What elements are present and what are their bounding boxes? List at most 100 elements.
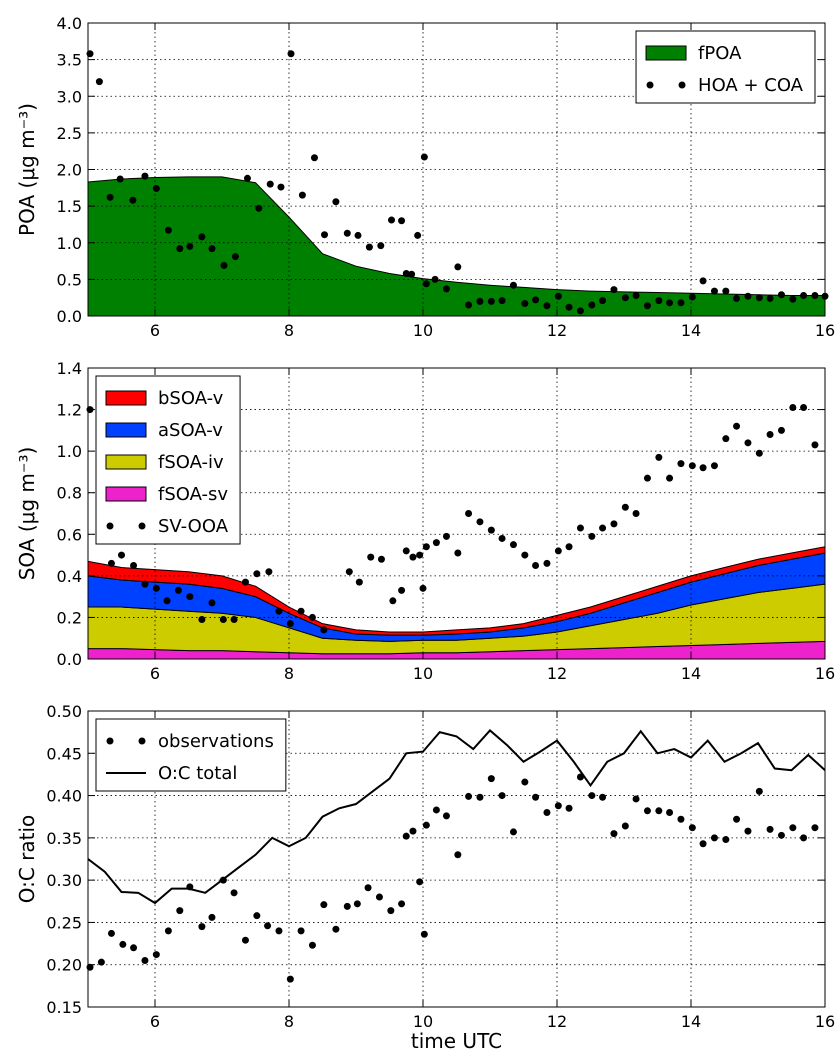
scatter-point — [431, 275, 439, 283]
scatter-point — [621, 294, 629, 302]
scatter-point — [565, 804, 573, 812]
legend-label: SV-OOA — [158, 516, 229, 537]
scatter-point — [722, 287, 730, 295]
scatter-point — [442, 285, 450, 293]
scatter-point — [632, 510, 640, 517]
scatter-point — [152, 584, 160, 592]
legend-marker — [106, 737, 114, 745]
x-tick-label: 12 — [547, 1012, 567, 1031]
scatter-point — [152, 185, 160, 193]
scatter-point — [722, 836, 730, 844]
legend-box — [635, 30, 816, 104]
scatter-point — [355, 578, 363, 586]
scatter-point — [476, 518, 484, 526]
scatter-point — [643, 302, 651, 310]
scatter-point — [264, 922, 272, 930]
scatter-point — [107, 559, 115, 567]
scatter-point — [532, 793, 540, 801]
scatter-point — [409, 827, 417, 835]
legend-label: fPOA — [698, 43, 742, 64]
scatter-point — [377, 242, 385, 250]
scatter-point — [688, 824, 696, 832]
scatter-point — [354, 231, 362, 239]
x-axis-label: time UTC — [411, 1029, 502, 1053]
y-tick-label: 0.6 — [57, 525, 82, 544]
scatter-point — [298, 191, 306, 199]
scatter-point — [198, 923, 206, 931]
scatter-point — [198, 616, 206, 624]
y-tick-label: 0.15 — [46, 998, 82, 1017]
scatter-point — [811, 824, 819, 832]
legend-label: aSOA-v — [158, 420, 223, 441]
scatter-point — [419, 584, 427, 592]
scatter-point — [643, 807, 651, 815]
scatter-point — [163, 597, 171, 605]
scatter-point — [454, 851, 462, 859]
scatter-point — [532, 561, 540, 569]
legend-label: O:C total — [158, 763, 237, 784]
scatter-point — [208, 913, 216, 921]
y-tick-label: 1.0 — [57, 442, 82, 461]
scatter-point — [231, 253, 239, 261]
scatter-point — [297, 607, 305, 615]
scatter-point — [476, 297, 484, 305]
legend-marker — [105, 390, 147, 406]
legend: bSOA-v aSOA-v fSOA-iv fSOA-sv SV-OOA — [95, 375, 241, 545]
y-tick-label: 0.8 — [57, 484, 82, 503]
x-tick-label: 14 — [681, 664, 701, 683]
scatter-point — [777, 426, 785, 434]
scatter-point — [408, 270, 416, 278]
x-tick-label: 10 — [413, 1012, 433, 1031]
legend: observations O:C total — [95, 718, 287, 792]
scatter-point — [454, 549, 462, 557]
scatter-point — [766, 431, 774, 439]
y-tick-label: 0.20 — [46, 956, 82, 975]
y-axis-label: O:C ratio — [15, 815, 39, 904]
scatter-point — [666, 474, 674, 482]
scatter-point — [610, 520, 618, 528]
x-tick-label: 10 — [413, 664, 433, 683]
scatter-point — [710, 834, 718, 842]
scatter-point — [599, 793, 607, 801]
scatter-point — [800, 291, 808, 299]
y-tick-label: 0.25 — [46, 913, 82, 932]
scatter-point — [621, 503, 629, 511]
scatter-point — [389, 597, 397, 605]
scatter-point — [97, 958, 105, 966]
scatter-point — [119, 940, 127, 948]
scatter-point — [655, 297, 663, 305]
scatter-point — [414, 231, 422, 239]
scatter-point — [677, 299, 685, 307]
y-tick-label: 0.0 — [57, 307, 82, 326]
scatter-point — [699, 840, 707, 848]
scatter-point — [129, 196, 137, 204]
legend-marker — [678, 81, 686, 89]
scatter-point — [733, 815, 741, 823]
x-tick-label: 12 — [547, 664, 567, 683]
legend-label: bSOA-v — [158, 388, 224, 409]
y-tick-label: 1.2 — [57, 401, 82, 420]
scatter-point — [398, 217, 406, 225]
scatter-point — [367, 553, 375, 561]
scatter-point — [454, 263, 462, 271]
scatter-point — [422, 543, 430, 551]
scatter-point — [543, 559, 551, 567]
scatter-point — [402, 832, 410, 840]
scatter-point — [766, 825, 774, 833]
area — [88, 176, 825, 316]
scatter-point — [465, 510, 473, 517]
scatter-point — [621, 822, 629, 830]
scatter-point — [789, 403, 797, 411]
scatter-point — [208, 245, 216, 253]
scatter-point — [432, 806, 440, 814]
scatter-point — [710, 462, 718, 470]
scatter-point — [777, 291, 785, 299]
scatter-point — [402, 547, 410, 555]
legend-marker — [105, 454, 147, 470]
axes-frame — [87, 367, 826, 660]
scatter-point — [632, 795, 640, 803]
legend-label: fSOA-iv — [158, 452, 224, 473]
scatter-point — [610, 830, 618, 838]
legend-marker — [105, 422, 147, 438]
scatter-point — [487, 775, 495, 783]
